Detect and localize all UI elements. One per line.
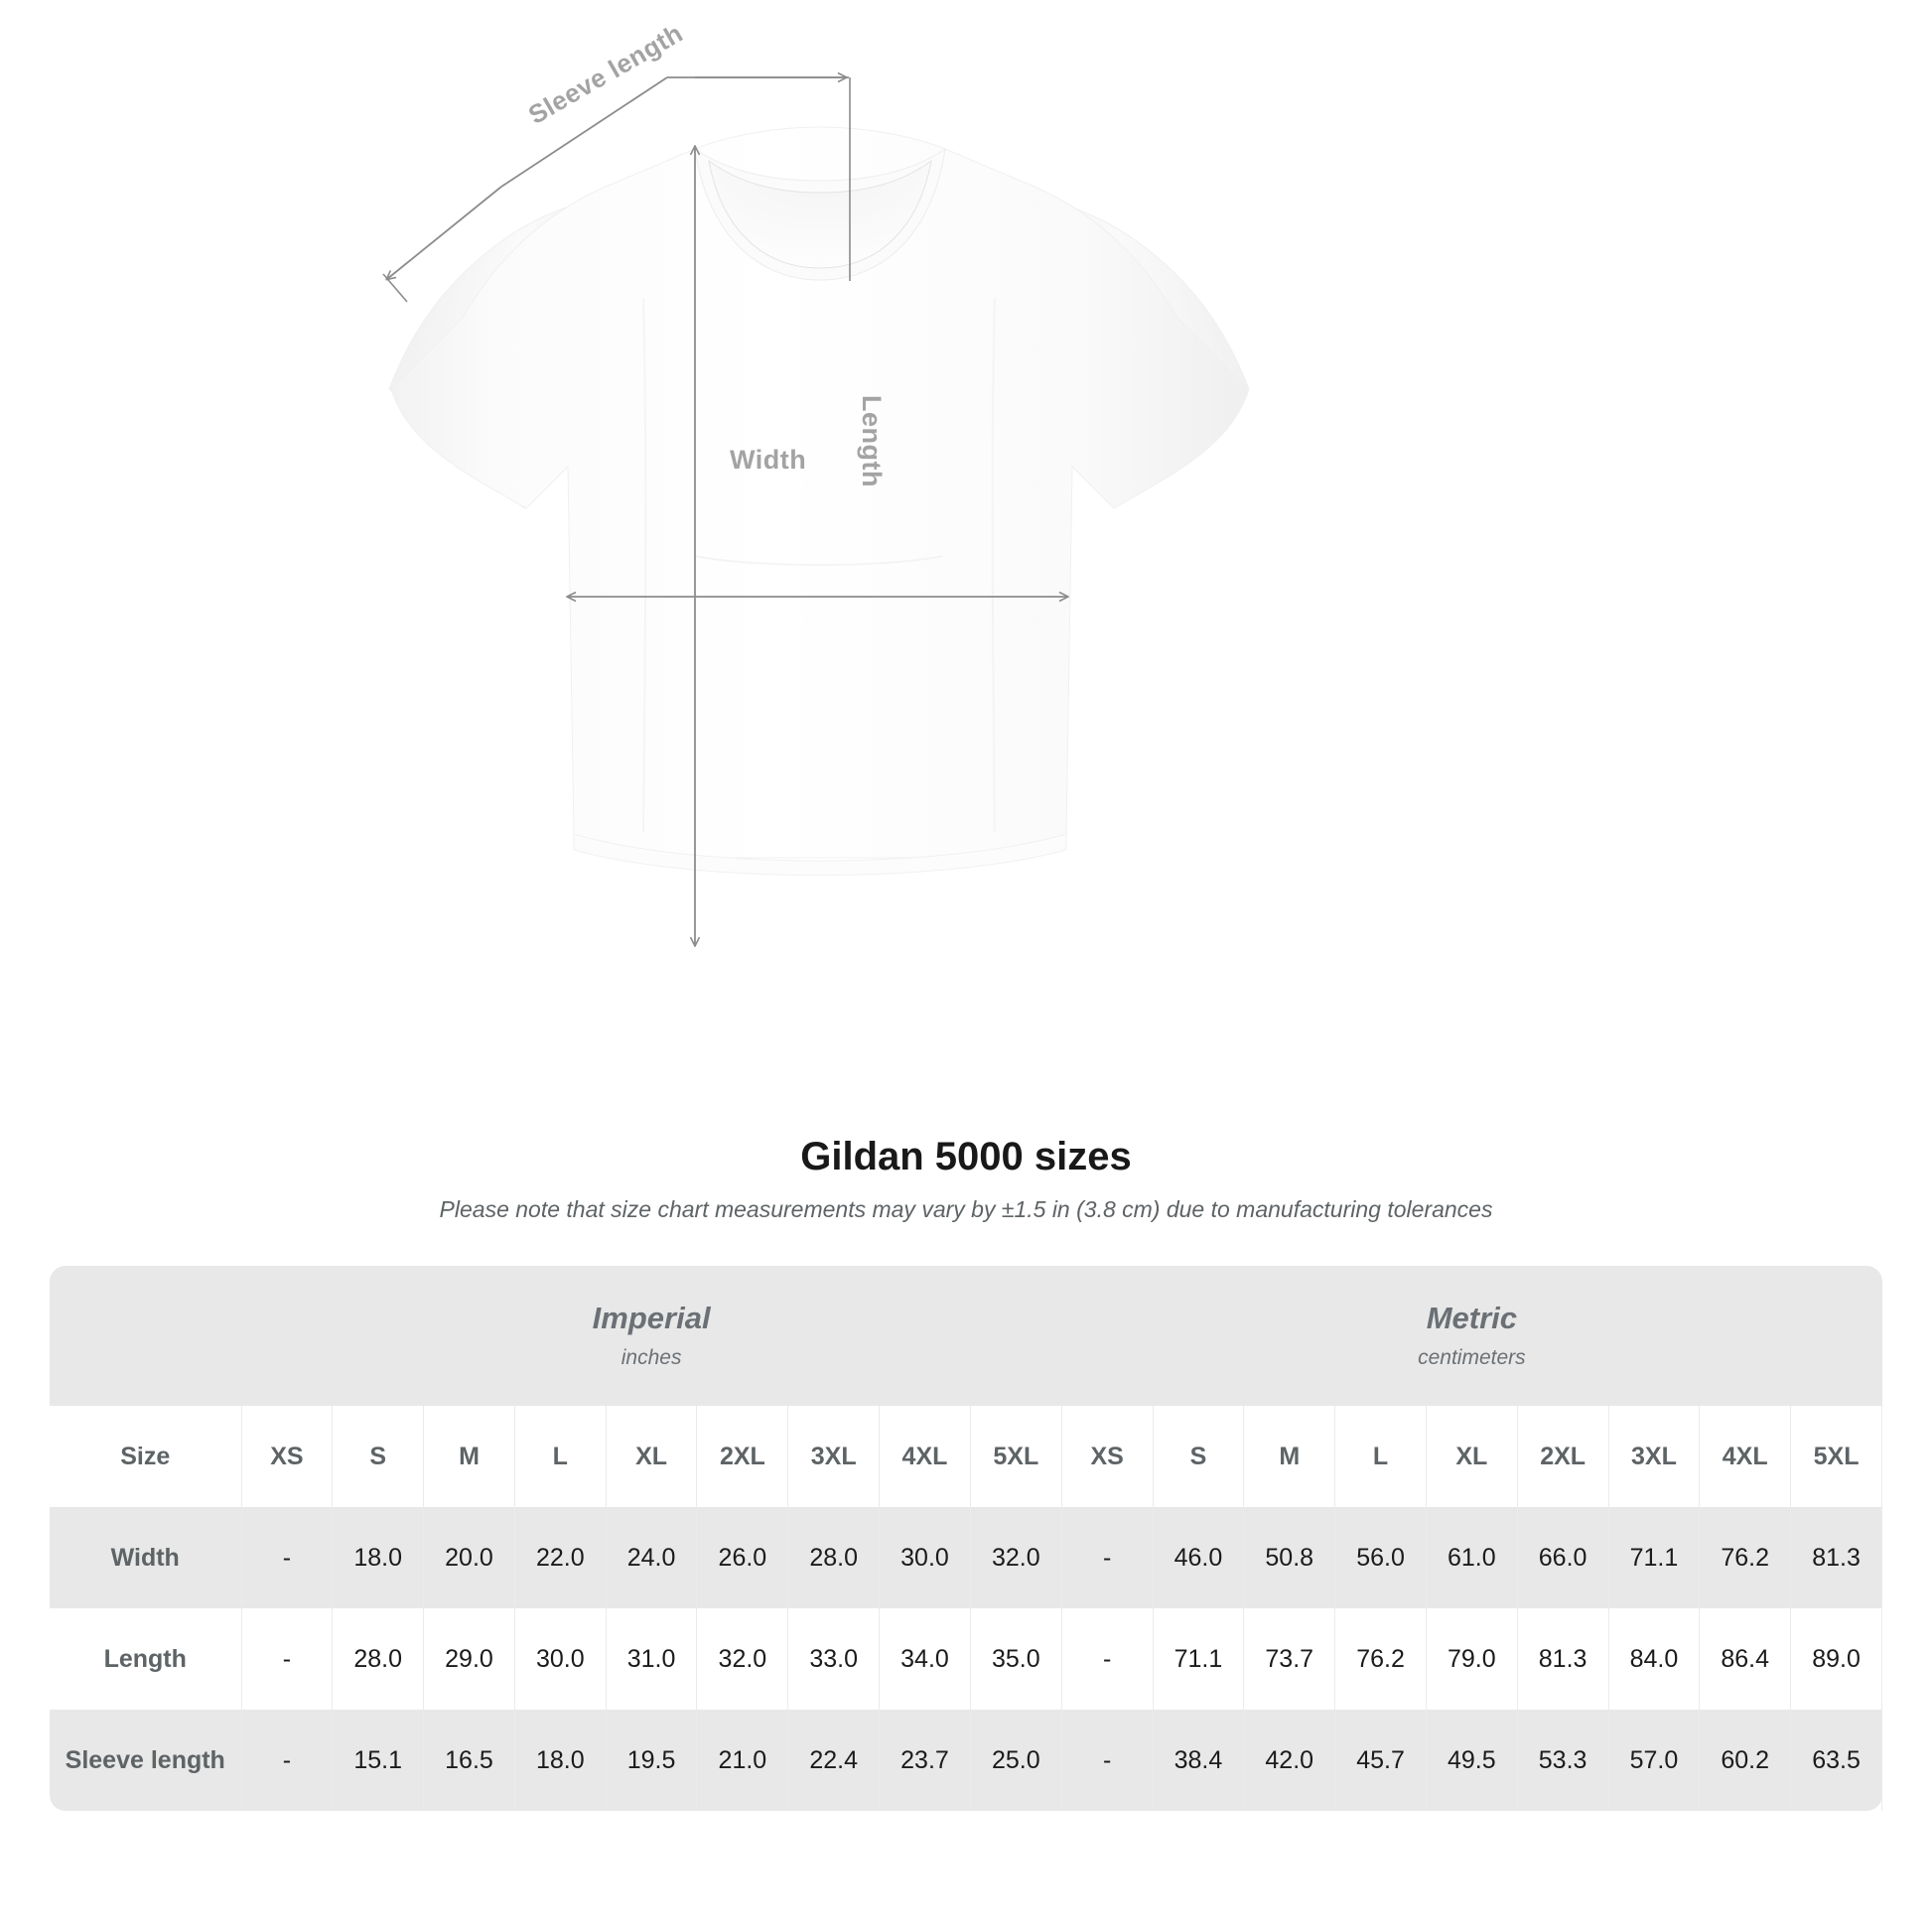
measurement-cell: 46.0 (1152, 1507, 1245, 1609)
measurement-cell: 84.0 (1607, 1608, 1701, 1711)
measurement-row-label: Sleeve length (50, 1710, 242, 1812)
unit-subtitle: centimeters (1418, 1346, 1526, 1370)
size-column-header: 5XL (969, 1406, 1062, 1508)
measurement-cell: 81.3 (1790, 1507, 1883, 1609)
tshirt-diagram-svg (382, 0, 1250, 1132)
size-column-header: 2XL (1516, 1406, 1609, 1508)
measurement-cell: 32.0 (696, 1608, 789, 1711)
measurement-cell: 18.0 (332, 1507, 425, 1609)
size-chart-table-container: Imperial inches Metric centimeters Size XS S M L… (50, 1265, 1883, 1812)
size-column-header: S (332, 1406, 425, 1508)
page-title: Gildan 5000 sizes (800, 1135, 1132, 1178)
measurement-cell: 38.4 (1152, 1710, 1245, 1812)
tolerance-note: Please note that size chart measurements… (439, 1196, 1493, 1222)
measurement-cell: 35.0 (969, 1608, 1062, 1711)
measurement-cell: 42.0 (1243, 1710, 1336, 1812)
unit-header-imperial: Imperial inches (241, 1265, 1062, 1407)
dimension-lines (382, 77, 1067, 945)
measurement-cell: 56.0 (1334, 1507, 1427, 1609)
size-column-header: 3XL (1607, 1406, 1701, 1508)
measurement-row-label: Width (50, 1507, 242, 1609)
measurement-cell: 71.1 (1152, 1608, 1245, 1711)
size-header-row: Size XS S M L XL 2XL 3XL 4XL 5XL XS S M L XL 2XL 3XL 4XL 5… (50, 1406, 1883, 1508)
measurement-cell: 73.7 (1243, 1608, 1336, 1711)
size-column-header: XS (240, 1406, 334, 1508)
measurement-cell: 25.0 (969, 1710, 1062, 1812)
measurement-cell: 24.0 (605, 1507, 698, 1609)
measurement-cell: - (240, 1608, 334, 1711)
table-body: Imperial inches Metric centimeters Size XS S M L… (50, 1265, 1883, 1812)
measurement-cell: 71.1 (1607, 1507, 1701, 1609)
size-header-label: Size (50, 1406, 242, 1508)
measurement-cell: - (240, 1507, 334, 1609)
measurement-cell: 32.0 (969, 1507, 1062, 1609)
measurement-cell: 21.0 (696, 1710, 789, 1812)
measurement-cell: 28.0 (787, 1507, 881, 1609)
measurement-cell: 61.0 (1425, 1507, 1518, 1609)
measurement-cell: 22.4 (787, 1710, 881, 1812)
measurement-cell: 15.1 (332, 1710, 425, 1812)
size-column-header: XL (605, 1406, 698, 1508)
measurement-cell: 60.2 (1699, 1710, 1792, 1812)
measurement-cell: 18.0 (513, 1710, 607, 1812)
unit-header-metric: Metric centimeters (1061, 1265, 1882, 1407)
unit-name: Imperial (592, 1300, 711, 1335)
size-column-header: 2XL (696, 1406, 789, 1508)
measurement-cell: 53.3 (1516, 1710, 1609, 1812)
measurement-cell: - (1060, 1507, 1154, 1609)
size-column-header: M (1243, 1406, 1336, 1508)
unit-name: Metric (1426, 1300, 1518, 1335)
measurement-cell: 76.2 (1334, 1608, 1427, 1711)
size-chart-table: Imperial inches Metric centimeters Size XS S M L… (50, 1265, 1883, 1812)
measurement-cell: 63.5 (1790, 1710, 1883, 1812)
measurement-cell: 86.4 (1699, 1608, 1792, 1711)
measurement-cell: 81.3 (1516, 1608, 1609, 1711)
measurement-cell: - (240, 1710, 334, 1812)
measurement-cell: 20.0 (423, 1507, 515, 1609)
size-column-header: L (1334, 1406, 1427, 1508)
size-column-header: XL (1425, 1406, 1518, 1508)
measurement-cell: 16.5 (423, 1710, 515, 1812)
measurement-cell: 89.0 (1790, 1608, 1883, 1711)
size-column-header: 4XL (879, 1406, 971, 1508)
measurement-cell: 28.0 (332, 1608, 425, 1711)
measurement-cell: - (1060, 1608, 1154, 1711)
unit-header-row: Imperial inches Metric centimeters (50, 1265, 1882, 1407)
size-column-header: XS (1060, 1406, 1154, 1508)
measurement-row-label: Length (50, 1608, 242, 1711)
measurement-cell: 19.5 (605, 1710, 698, 1812)
size-column-header: 4XL (1699, 1406, 1792, 1508)
measurement-cell: 49.5 (1425, 1710, 1518, 1812)
measurement-cell: 76.2 (1699, 1507, 1792, 1609)
measurement-cell: 30.0 (513, 1608, 607, 1711)
size-column-header: L (513, 1406, 607, 1508)
measurement-cell: 57.0 (1607, 1710, 1701, 1812)
size-chart-heading: Gildan 5000 sizes Please note that size … (0, 1132, 1932, 1225)
measurement-cell: 34.0 (879, 1608, 971, 1711)
measurement-cell: - (1060, 1710, 1154, 1812)
measurement-cell: 22.0 (513, 1507, 607, 1609)
table-row: Length -28.0 29.0 30.0 31.0 32.0 33.0 34.0 35.0-… (50, 1608, 1883, 1711)
size-column-header: S (1152, 1406, 1245, 1508)
measurement-cell: 66.0 (1516, 1507, 1609, 1609)
measurement-cell: 45.7 (1334, 1710, 1427, 1812)
measurement-cell: 23.7 (879, 1710, 971, 1812)
unit-row-spacer (50, 1265, 241, 1407)
measurement-cell: 31.0 (605, 1608, 698, 1711)
measurement-cell: 29.0 (423, 1608, 515, 1711)
measurement-cell: 79.0 (1425, 1608, 1518, 1711)
size-column-header: 3XL (787, 1406, 881, 1508)
measurement-cell: 50.8 (1243, 1507, 1336, 1609)
measurement-cell: 26.0 (696, 1507, 789, 1609)
table-row: Sleeve length -15.1 16.5 18.0 19.5 21.0 22.4 23… (50, 1710, 1883, 1812)
size-column-header: M (423, 1406, 515, 1508)
measurement-cell: 30.0 (879, 1507, 971, 1609)
measurement-cell: 33.0 (787, 1608, 881, 1711)
tshirt-illustration: Sleeve length Length Width (382, 0, 1250, 1132)
tshirt-shape (388, 126, 1250, 876)
size-column-header: 5XL (1790, 1406, 1883, 1508)
table-row: Width -18.0 20.0 22.0 24.0 26.0 28.0 30.0 32.0-4… (50, 1507, 1883, 1609)
unit-subtitle: inches (621, 1346, 682, 1370)
